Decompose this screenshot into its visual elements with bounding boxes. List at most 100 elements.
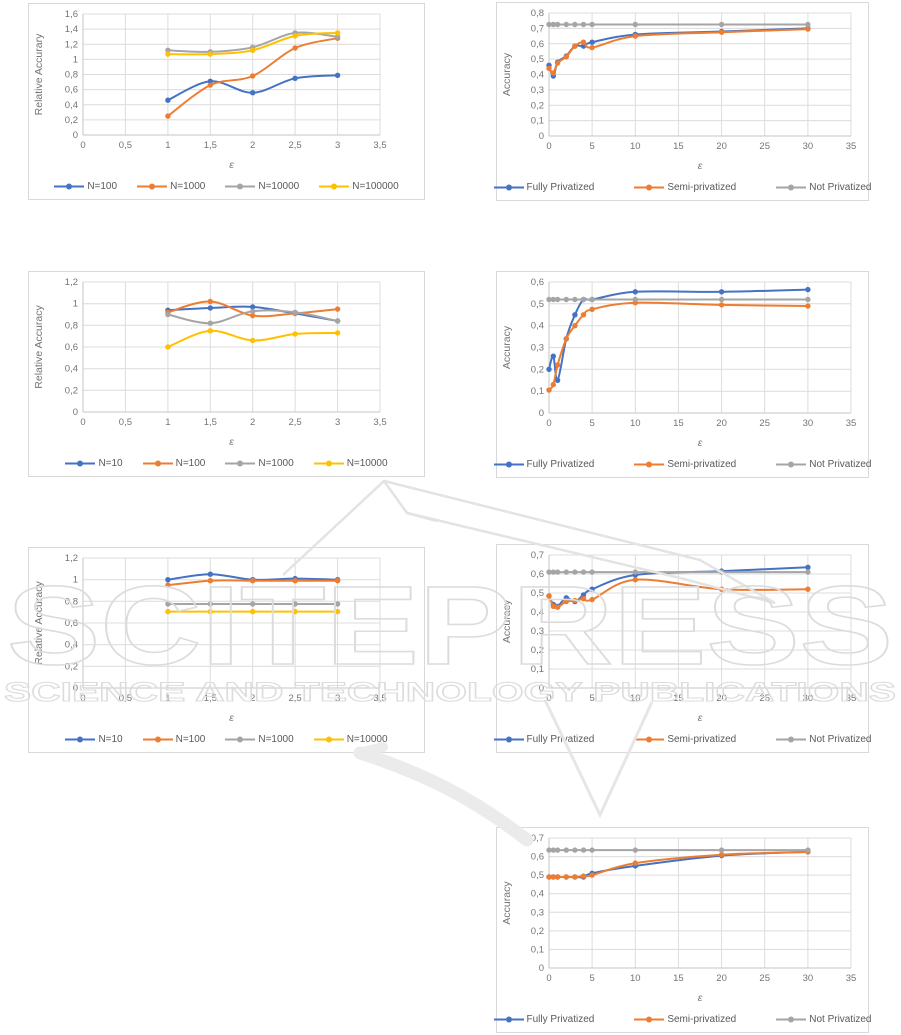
data-point bbox=[554, 569, 561, 575]
legend-marker bbox=[54, 183, 85, 189]
data-point bbox=[546, 387, 552, 393]
legend-marker bbox=[634, 736, 665, 742]
data-point bbox=[334, 318, 341, 324]
legend-item: N=100 bbox=[54, 181, 117, 192]
legend-marker bbox=[319, 183, 350, 189]
legend-label: Fully Privatized bbox=[526, 733, 595, 745]
data-point bbox=[550, 70, 556, 76]
data-point bbox=[250, 308, 256, 314]
data-point bbox=[572, 312, 578, 318]
legend-label: Semi-privatized bbox=[667, 733, 737, 745]
data-point bbox=[554, 21, 561, 28]
plot-area: 0 5 10 15 20 25 30 35 0 0,1 0,2 0,3 0,4 0,5 0,6 Accurac… bbox=[501, 277, 856, 449]
x-tick-label: 2 bbox=[250, 140, 255, 151]
x-tick-label: 0,5 bbox=[119, 417, 132, 428]
x-tick-label: 25 bbox=[759, 141, 770, 152]
legend-item: N=10000 bbox=[313, 734, 388, 745]
data-point bbox=[805, 586, 811, 592]
data-point bbox=[589, 596, 595, 603]
chart-legend: N=10 N=100 N=1000 N=10000 bbox=[29, 726, 424, 752]
data-point bbox=[546, 296, 552, 303]
y-tick-label: 0,3 bbox=[531, 907, 544, 918]
data-point bbox=[550, 21, 556, 28]
data-point bbox=[292, 331, 298, 337]
data-point bbox=[250, 47, 256, 53]
x-tick-label: 3,5 bbox=[373, 417, 386, 428]
data-point bbox=[165, 344, 171, 350]
legend-item: Not Privatized bbox=[776, 734, 872, 745]
x-axis-label: ε bbox=[698, 712, 703, 724]
data-point bbox=[546, 65, 552, 72]
legend-label: Fully Privatized bbox=[526, 181, 595, 193]
legend-item: Not Privatized bbox=[776, 182, 872, 193]
y-tick-label: 1,6 bbox=[65, 9, 78, 20]
x-tick-label: 30 bbox=[803, 418, 814, 429]
data-point bbox=[165, 113, 171, 119]
x-tick-label: 0 bbox=[80, 140, 85, 151]
data-point bbox=[250, 578, 256, 584]
plot-area: 0 5 10 15 20 25 30 35 0 0,1 0,2 0,3 0,4 0,5 0,6 0,7 0,8 A… bbox=[501, 8, 857, 172]
data-point bbox=[165, 311, 171, 318]
legend-item: Semi-privatized bbox=[634, 182, 736, 193]
x-tick-label: 1,5 bbox=[204, 693, 217, 704]
legend-marker bbox=[137, 183, 168, 189]
x-tick-label: 0 bbox=[546, 693, 551, 704]
data-point bbox=[805, 26, 811, 32]
legend-marker bbox=[493, 184, 524, 190]
legend-label: N=100 bbox=[87, 180, 118, 192]
data-point bbox=[718, 302, 725, 308]
data-point bbox=[292, 601, 298, 607]
data-point bbox=[563, 874, 569, 880]
data-point bbox=[580, 569, 587, 575]
y-tick-label: 0,4 bbox=[65, 100, 78, 111]
data-point bbox=[207, 51, 213, 57]
y-tick-label: 0,6 bbox=[65, 342, 78, 353]
y-tick-label: 0 bbox=[73, 683, 78, 694]
y-tick-label: 0,1 bbox=[531, 386, 544, 397]
x-tick-label: 0 bbox=[546, 973, 551, 984]
plot-area: 0 0,5 1 1,5 2 2,5 3 3,5 0 0,2 0,4 0,6 0,8 1 1,2 1,4 1,6 R… bbox=[33, 9, 387, 171]
data-point bbox=[550, 381, 556, 388]
chart-legend: Fully Privatized Semi-privatized Not Priva… bbox=[493, 174, 872, 200]
y-axis-label: Accuracy bbox=[501, 52, 513, 96]
data-point bbox=[334, 578, 341, 584]
x-tick-label: 10 bbox=[630, 141, 641, 152]
x-tick-label: 20 bbox=[716, 693, 727, 704]
data-point bbox=[580, 21, 587, 28]
data-point bbox=[572, 323, 578, 329]
legend-item: N=100 bbox=[142, 458, 205, 469]
chart-relative-accuracy-n10-to-n10000-b: 0 0,5 1 1,5 2 2,5 3 3,5 0 0,2 0,4 0,6 0,8 1 1,2 Relativ… bbox=[28, 547, 425, 753]
x-tick-label: 2,5 bbox=[288, 417, 301, 428]
legend-marker bbox=[493, 1016, 524, 1022]
y-tick-label: 0 bbox=[539, 408, 544, 419]
x-tick-label: 1,5 bbox=[204, 140, 217, 151]
legend-item: Semi-privatized bbox=[634, 459, 736, 470]
data-point bbox=[805, 286, 811, 293]
legend-marker bbox=[225, 736, 256, 742]
legend-item: Fully Privatized bbox=[493, 1014, 594, 1025]
data-point bbox=[292, 33, 298, 39]
legend-item: N=1000 bbox=[225, 458, 294, 469]
legend-label: Not Privatized bbox=[809, 1013, 872, 1025]
x-axis-label: ε bbox=[229, 712, 234, 724]
y-tick-label: 0,7 bbox=[531, 550, 544, 561]
legend-marker bbox=[225, 460, 256, 466]
data-point bbox=[207, 571, 213, 577]
x-tick-label: 1,5 bbox=[204, 417, 217, 428]
legend-marker bbox=[776, 184, 807, 190]
data-point bbox=[207, 601, 213, 607]
legend-item: N=10 bbox=[65, 734, 123, 745]
data-point bbox=[632, 289, 638, 295]
y-tick-label: 1 bbox=[73, 575, 78, 586]
x-tick-label: 0 bbox=[546, 418, 551, 429]
legend-marker bbox=[65, 460, 96, 466]
x-tick-label: 35 bbox=[846, 141, 857, 152]
y-tick-label: 0,7 bbox=[531, 833, 544, 844]
data-point bbox=[550, 847, 556, 853]
y-tick-label: 0,2 bbox=[531, 100, 544, 111]
legend-item: Not Privatized bbox=[776, 1013, 872, 1025]
x-tick-label: 20 bbox=[716, 141, 727, 152]
data-point bbox=[589, 44, 595, 51]
data-point bbox=[207, 578, 213, 584]
x-axis-label: ε bbox=[229, 436, 234, 448]
